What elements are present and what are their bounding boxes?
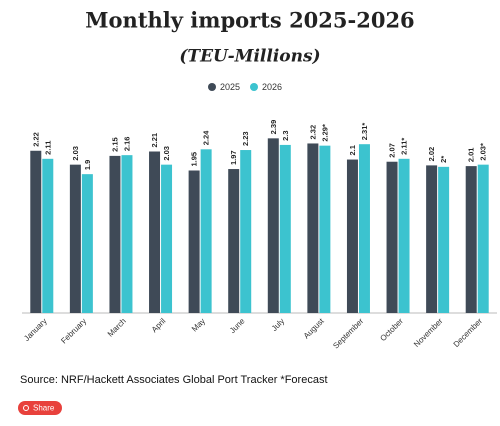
bar	[228, 169, 240, 313]
data-label: 2.31*	[360, 123, 369, 141]
data-label: 2.29*	[320, 124, 329, 142]
share-icon[interactable]	[23, 405, 29, 411]
data-label: 2.03	[71, 146, 80, 161]
data-label: 2.02	[427, 147, 436, 162]
legend-label: 2026	[262, 82, 282, 92]
bar	[149, 151, 161, 313]
x-tick-label: August	[302, 316, 327, 341]
bar	[438, 166, 450, 313]
x-tick-label: September	[331, 316, 365, 350]
bar	[42, 158, 54, 313]
bar	[109, 155, 121, 313]
legend-label: 2025	[220, 82, 240, 92]
data-label: 1.95	[190, 152, 199, 167]
x-tick-label: December	[452, 316, 485, 349]
bar	[200, 149, 212, 313]
bar	[307, 143, 319, 313]
data-label: 2.16	[122, 137, 131, 152]
bar	[161, 164, 173, 313]
bar	[30, 150, 42, 313]
data-label: 2.15	[110, 137, 119, 152]
data-label: 2.03	[162, 146, 171, 161]
bar	[319, 145, 331, 313]
x-tick-label: April	[150, 316, 168, 334]
bar	[279, 144, 291, 313]
chart-title: Monthly imports 2025-2026	[85, 8, 414, 33]
bar	[346, 159, 358, 313]
x-tick-label: March	[106, 317, 128, 339]
data-label: 2.11*	[400, 138, 409, 155]
bar	[188, 170, 200, 313]
bar	[358, 144, 370, 313]
data-label: 1.97	[229, 150, 238, 165]
bar	[477, 164, 489, 313]
x-tick-label: October	[378, 316, 405, 343]
data-label: 2.3	[281, 130, 290, 140]
legend-swatch	[250, 83, 258, 91]
chart-subtitle: (TEU-Millions)	[179, 47, 320, 67]
data-label: 2.24	[202, 130, 211, 145]
share-button[interactable]: Share	[18, 401, 62, 415]
bar	[69, 164, 81, 313]
data-label: 2.1	[348, 145, 357, 155]
source-note: Source: NRF/Hackett Associates Global Po…	[20, 374, 328, 386]
data-label: 2.39	[269, 120, 278, 135]
data-label: 2.07	[388, 143, 397, 158]
data-label: 2.32	[308, 125, 317, 140]
bar	[121, 155, 133, 313]
share-label[interactable]: Share	[33, 404, 55, 413]
x-tick-label: July	[270, 317, 286, 333]
x-tick-label: November	[412, 316, 445, 349]
bar	[240, 150, 252, 313]
x-tick-label: February	[59, 317, 88, 346]
legend-swatch	[208, 83, 216, 91]
share-background[interactable]	[18, 401, 62, 415]
data-label: 2.21	[150, 133, 159, 148]
bar	[267, 138, 279, 313]
data-label: 1.9	[83, 160, 92, 170]
bar	[426, 165, 438, 313]
data-label: 2.01	[467, 148, 476, 163]
data-label: 2.03*	[479, 143, 488, 161]
bar	[81, 174, 93, 313]
bar	[386, 161, 398, 313]
x-tick-label: May	[190, 317, 207, 334]
bar	[398, 158, 410, 313]
data-label: 2*	[439, 156, 448, 163]
x-tick-label: June	[228, 316, 247, 335]
x-tick-label: January	[22, 317, 48, 343]
data-label: 2.22	[31, 132, 40, 147]
data-label: 2.23	[241, 131, 250, 146]
bar	[465, 166, 477, 313]
data-label: 2.11	[43, 141, 52, 155]
